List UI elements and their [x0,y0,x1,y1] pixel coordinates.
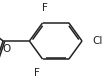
Text: Cl: Cl [92,36,103,46]
Text: O: O [2,44,11,54]
Text: F: F [34,68,40,78]
Text: F: F [42,3,48,13]
